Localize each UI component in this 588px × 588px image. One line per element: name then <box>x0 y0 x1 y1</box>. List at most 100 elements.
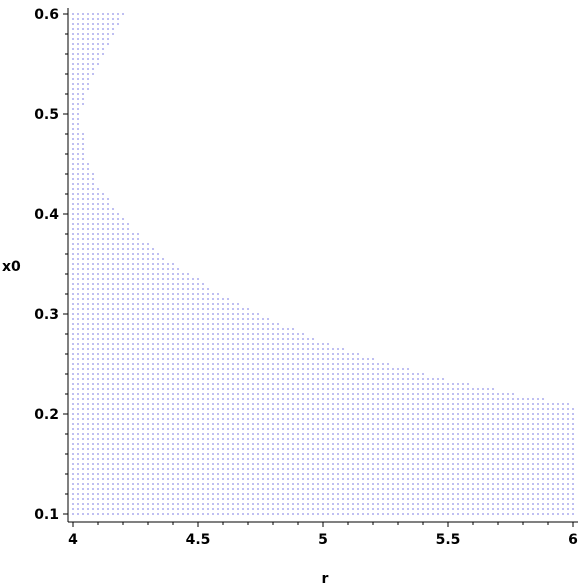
data-point <box>547 438 549 440</box>
data-point <box>72 38 74 40</box>
data-point <box>77 438 79 440</box>
data-point <box>407 503 409 505</box>
data-point <box>152 338 154 340</box>
data-point <box>202 288 204 290</box>
data-point <box>207 328 209 330</box>
data-point <box>432 393 434 395</box>
data-point <box>217 438 219 440</box>
data-point <box>287 368 289 370</box>
x-tick-label: 6 <box>568 532 578 548</box>
data-point <box>547 508 549 510</box>
data-point <box>102 203 104 205</box>
data-point <box>297 348 299 350</box>
data-point <box>102 43 104 45</box>
data-point <box>352 473 354 475</box>
data-point <box>92 338 94 340</box>
data-point <box>237 478 239 480</box>
data-point <box>152 463 154 465</box>
data-point <box>127 238 129 240</box>
data-point <box>72 93 74 95</box>
data-point <box>147 278 149 280</box>
data-point <box>222 468 224 470</box>
data-point <box>222 388 224 390</box>
data-point <box>72 243 74 245</box>
data-point <box>252 418 254 420</box>
data-point <box>357 503 359 505</box>
data-point <box>332 383 334 385</box>
data-point <box>167 323 169 325</box>
data-point <box>102 313 104 315</box>
data-point <box>122 323 124 325</box>
data-point <box>282 423 284 425</box>
data-point <box>167 373 169 375</box>
data-point <box>412 443 414 445</box>
data-point <box>97 273 99 275</box>
data-point <box>542 463 544 465</box>
data-point <box>157 273 159 275</box>
data-point <box>217 443 219 445</box>
data-point <box>142 448 144 450</box>
data-point <box>102 508 104 510</box>
data-point <box>117 278 119 280</box>
data-point <box>97 283 99 285</box>
data-point <box>72 98 74 100</box>
data-point <box>307 433 309 435</box>
data-point <box>107 348 109 350</box>
data-point <box>242 423 244 425</box>
data-point <box>117 238 119 240</box>
data-point <box>92 388 94 390</box>
data-point <box>382 408 384 410</box>
data-point <box>237 378 239 380</box>
data-point <box>287 388 289 390</box>
data-point <box>187 433 189 435</box>
data-point <box>107 333 109 335</box>
data-point <box>262 373 264 375</box>
data-point <box>192 513 194 515</box>
data-point <box>142 288 144 290</box>
data-point <box>442 428 444 430</box>
data-point <box>172 403 174 405</box>
data-point <box>82 63 84 65</box>
data-point <box>282 503 284 505</box>
data-point <box>267 363 269 365</box>
data-point <box>412 448 414 450</box>
data-point <box>482 463 484 465</box>
data-point <box>232 383 234 385</box>
data-point <box>287 363 289 365</box>
data-point <box>462 453 464 455</box>
data-point <box>372 403 374 405</box>
data-point <box>137 278 139 280</box>
data-point <box>182 423 184 425</box>
data-point <box>102 193 104 195</box>
data-point <box>157 463 159 465</box>
data-point <box>92 23 94 25</box>
data-point <box>367 408 369 410</box>
data-point <box>77 168 79 170</box>
data-point <box>407 383 409 385</box>
data-point <box>377 423 379 425</box>
data-point <box>87 358 89 360</box>
data-point <box>107 13 109 15</box>
data-point <box>487 443 489 445</box>
data-point <box>252 348 254 350</box>
data-point <box>187 348 189 350</box>
data-point <box>422 453 424 455</box>
data-point <box>387 478 389 480</box>
data-point <box>262 423 264 425</box>
data-point <box>327 393 329 395</box>
data-point <box>472 388 474 390</box>
data-point <box>77 118 79 120</box>
data-point <box>357 488 359 490</box>
data-point <box>72 28 74 30</box>
data-point <box>207 473 209 475</box>
data-point <box>487 488 489 490</box>
data-point <box>82 103 84 105</box>
data-point <box>172 318 174 320</box>
data-point <box>92 478 94 480</box>
data-point <box>347 403 349 405</box>
data-point <box>117 268 119 270</box>
data-point <box>227 313 229 315</box>
data-point <box>97 478 99 480</box>
data-point <box>232 348 234 350</box>
data-point <box>487 458 489 460</box>
